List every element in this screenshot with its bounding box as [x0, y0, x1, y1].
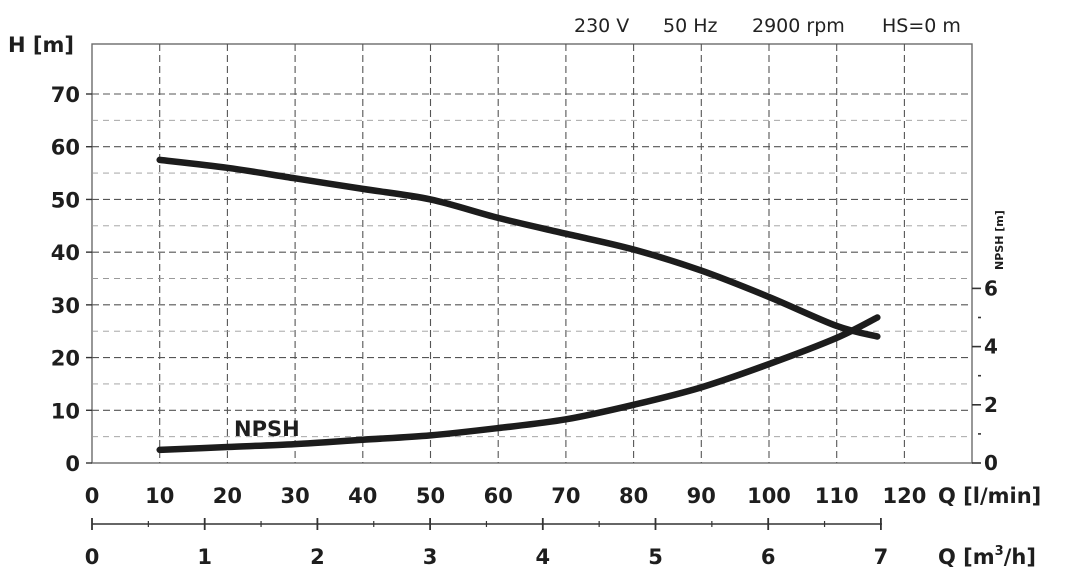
y-tick-label: 0	[65, 452, 80, 476]
x2-axis-label-end: /h]	[1004, 545, 1036, 569]
x2-tick-label: 6	[761, 545, 776, 569]
x2-tick-label: 3	[423, 545, 438, 569]
npsh-tick-label: 0	[984, 451, 998, 475]
x-tick-label: 60	[484, 484, 513, 508]
x2-axis-label-base: Q [m	[938, 545, 995, 569]
x2-tick-label: 2	[310, 545, 325, 569]
y-tick-label: 60	[51, 136, 80, 160]
x2-tick-label: 4	[535, 545, 550, 569]
header-frequency: 50 Hz	[663, 15, 718, 37]
x2-axis-label: Q [m3/h]	[938, 544, 1036, 569]
x-axis-label: Q [l/min]	[938, 484, 1041, 508]
x2-tick-label: 5	[648, 545, 663, 569]
x2-tick-label: 0	[85, 545, 100, 569]
x-tick-label: 50	[416, 484, 445, 508]
x-tick-label: 110	[815, 484, 859, 508]
x-tick-label: 20	[213, 484, 242, 508]
x-tick-label: 100	[747, 484, 791, 508]
y-tick-labels: 0 10 20 30 40 50 60 70	[51, 83, 92, 476]
x2-tick-label: 1	[197, 545, 212, 569]
y-tick-label: 20	[51, 347, 80, 371]
x-tick-label: 0	[85, 484, 100, 508]
x-tick-labels: 0 10 20 30 40 50 60 70 80 90 100 110 120	[85, 484, 927, 508]
npsh-curve	[156, 314, 881, 454]
curves	[156, 156, 881, 454]
x-tick-label: 80	[619, 484, 648, 508]
x-tick-label: 40	[348, 484, 377, 508]
x-tick-label: 120	[882, 484, 926, 508]
x-tick-label: 90	[687, 484, 716, 508]
y-tick-label: 10	[51, 399, 80, 423]
x2-axis-label-exp: 3	[995, 544, 1004, 559]
x2-tick-label: 7	[874, 545, 889, 569]
header-hs: HS=0 m	[882, 15, 961, 37]
x-tick-label: 10	[145, 484, 174, 508]
header-voltage: 230 V	[574, 15, 629, 37]
flow-m3h-axis: 0 1 2 3 4 5 6 7	[85, 518, 889, 569]
x-tick-label: 30	[280, 484, 309, 508]
y-tick-label: 40	[51, 241, 80, 265]
x-tick-label: 70	[551, 484, 580, 508]
npsh-curve-label: NPSH	[234, 417, 300, 441]
npsh-tick-label: 2	[984, 393, 998, 417]
grid-lines	[92, 44, 972, 463]
npsh-axis-label: NPSH [m]	[993, 210, 1006, 270]
y-tick-label: 50	[51, 188, 80, 212]
plot-frame	[91, 43, 973, 464]
y-axis-label: H [m]	[8, 33, 74, 57]
header-speed: 2900 rpm	[752, 15, 845, 37]
npsh-tick-label: 4	[984, 335, 998, 359]
npsh-tick-label: 6	[984, 276, 998, 300]
head-curve	[156, 156, 881, 340]
npsh-axis: 0 2 4 6	[972, 276, 998, 475]
y-tick-label: 70	[51, 83, 80, 107]
y-tick-label: 30	[51, 294, 80, 318]
